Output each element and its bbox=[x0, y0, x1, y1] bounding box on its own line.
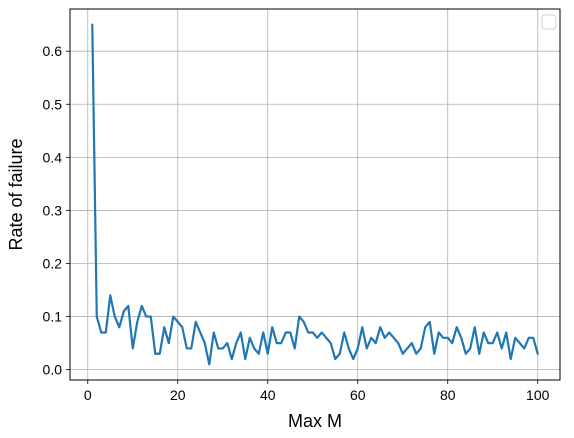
series-layer bbox=[91, 23, 539, 366]
y-axis-label: Rate of failure bbox=[6, 138, 26, 250]
y-tick-label: 0.2 bbox=[43, 255, 63, 271]
y-tick-label: 0.3 bbox=[43, 202, 63, 218]
x-tick-label: 60 bbox=[350, 387, 366, 403]
y-tick-label: 0.6 bbox=[43, 43, 63, 59]
ticks: 0 20 40 60 80 100 0.0 0.1 0.2 0.3 0.4 0.5 0.6 bbox=[43, 43, 550, 403]
legend-box bbox=[541, 14, 557, 30]
y-tick-label: 0.1 bbox=[43, 309, 63, 325]
grid bbox=[70, 9, 560, 380]
x-tick-label: 40 bbox=[260, 387, 276, 403]
x-tick-label: 80 bbox=[440, 387, 456, 403]
x-tick-label: 100 bbox=[526, 387, 550, 403]
y-tick-label: 0.0 bbox=[43, 362, 63, 378]
y-tick-label: 0.4 bbox=[43, 149, 63, 165]
y-tick-label: 0.5 bbox=[43, 96, 63, 112]
x-axis-label: Max M bbox=[288, 411, 342, 431]
x-tick-label: 20 bbox=[170, 387, 186, 403]
series-line bbox=[91, 23, 539, 366]
x-tick-label: 0 bbox=[84, 387, 92, 403]
legend bbox=[541, 14, 557, 30]
axes-frame bbox=[69, 8, 561, 381]
